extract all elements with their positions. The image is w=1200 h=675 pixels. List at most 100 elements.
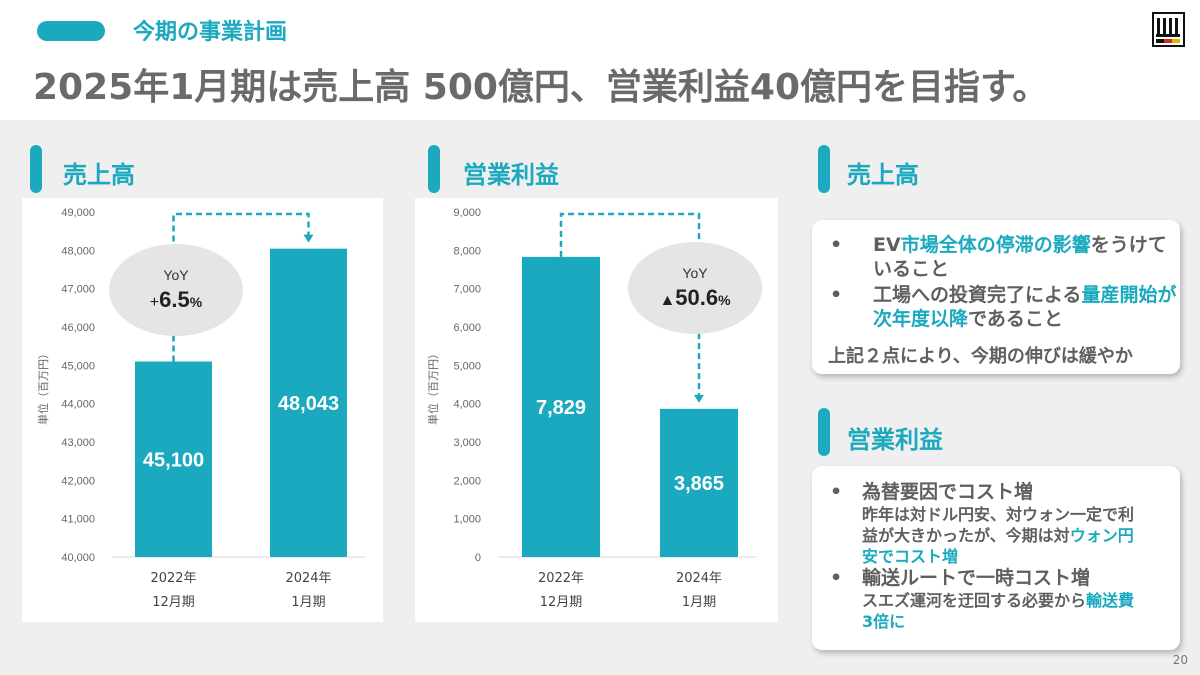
profit-note-bullet-1-detail-3: 安でコスト増 [862,546,958,567]
profit-note-bullet-1-detail-2: 益が大きかったが、今期は対ウォン円 [862,525,1134,546]
sales-chart-panel: 40,000 41,000 42,000 43,000 44,000 45,000 46,0… [22,198,383,622]
bullet-highlight: 市場全体の停滞の影響 [900,234,1091,256]
profit-note-bullet-2: • 輸送ルートで一時コスト増 [830,566,1090,590]
profit-chart-panel: 0 1,000 2,000 3,000 4,000 5,000 6,000 7,000 8,00… [415,198,778,622]
bullet-text: 工場への投資完了による [873,284,1082,306]
sales-chart-title: 売上高 [63,161,135,189]
bar-value-label: 45,100 [143,449,204,471]
y-tick-label: 43,000 [61,437,95,449]
bullet-text: EV [873,234,901,256]
y-tick-label: 47,000 [61,284,95,296]
y-axis-label: 単位（百万円） [36,348,50,425]
yoy-arrowhead [694,394,704,403]
yoy-arrowhead [303,234,314,243]
x-category-label: 2022年 [150,571,196,586]
y-tick-label: 9,000 [453,207,481,219]
y-tick-label: 45,000 [61,360,95,372]
yoy-unit: % [718,292,731,308]
sales-note-summary: 上記２点により、今期の伸びは緩やか [828,346,1133,367]
bar [135,361,212,557]
yoy-value: +6.5% [150,287,203,312]
page-number: 20 [1172,653,1188,667]
profit-note-bullet-1-detail-1: 昨年は対ドル円安、対ウォン一定で利 [862,505,1135,524]
y-axis-label: 単位（百万円） [426,348,440,425]
bullet-dot: • [830,234,843,256]
x-category-label: 1月期 [682,595,716,610]
yoy-unit: % [190,294,203,310]
y-tick-label: 6,000 [453,322,481,334]
bullet-highlight: 次年度以降 [873,308,969,330]
x-category-label: 12月期 [540,595,583,610]
sales-note-title: 売上高 [847,161,919,189]
profit-bar-chart: 0 1,000 2,000 3,000 4,000 5,000 6,000 7,000 8,00… [426,207,762,610]
profit-note-card: • 為替要因でコスト増 昨年は対ドル円安、対ウォン一定で利 益が大きかったが、今期… [812,466,1180,650]
sales-note-bullet-2-cont: 次年度以降であること [873,307,1063,331]
yoy-bubble [628,242,762,334]
profit-chart-section-bar [428,145,440,193]
bar-value-label: 3,865 [674,473,724,495]
yoy-bubble [109,244,243,336]
bullet-dot: • [830,567,843,589]
x-category-label: 1月期 [291,595,325,610]
x-category-label: 2024年 [676,571,722,586]
bar [270,248,347,557]
bullet-text: であること [968,308,1063,330]
y-tick-label: 46,000 [61,322,95,334]
y-tick-label: 2,000 [453,475,481,487]
yoy-number: 50.6 [675,285,718,310]
y-tick-label: 5,000 [453,360,481,372]
sales-note-bullet-1: • EV市場全体の停滞の影響をうけて [830,233,1167,257]
y-tick-label: 3,000 [453,437,481,449]
profit-note-bullet-1: • 為替要因でコスト増 [830,480,1033,504]
bar-value-label: 48,043 [278,393,339,415]
bar-value-label: 7,829 [536,397,586,419]
y-tick-label: 1,000 [453,514,481,526]
yoy-number: 6.5 [159,287,190,312]
sales-note-section-bar [818,145,830,193]
bar [522,256,600,557]
yoy-label: YoY [163,267,189,283]
bullet-text: をうけて [1090,234,1167,256]
y-tick-label: 42,000 [61,475,95,487]
detail-highlight: ウォン円 [1069,526,1134,545]
y-tick-label: 48,000 [61,245,95,257]
profit-note-section-bar [818,408,830,456]
y-tick-label: 7,000 [453,284,481,296]
x-category-label: 12月期 [152,595,195,610]
profit-note-bullet-2-detail-1: スエズ運河を迂回する必要から輸送費 [862,590,1134,611]
x-category-label: 2022年 [538,571,584,586]
sales-note-bullet-1-cont: いること [873,258,950,280]
detail-highlight: 安でコスト増 [862,547,959,566]
detail-text: スエズ運河を迂回する必要から [862,591,1087,610]
profit-chart-title: 営業利益 [463,161,559,189]
company-logo-icon [1152,12,1185,47]
sales-note-bullet-2: • 工場への投資完了による量産開始が [830,283,1176,307]
sales-bar-chart: 40,000 41,000 42,000 43,000 44,000 45,000 46,0… [36,207,365,610]
y-tick-label: 44,000 [61,399,95,411]
yoy-prefix: ▲ [659,292,675,309]
sales-chart-section-bar [30,145,42,193]
yoy-value: ▲50.6% [659,285,731,310]
detail-highlight: 輸送費 [1086,591,1135,610]
x-category-label: 2024年 [285,571,331,586]
bullet-dot: • [830,284,843,306]
bullet-text: 輸送ルートで一時コスト増 [862,567,1091,589]
section-subtitle: 今期の事業計画 [133,20,288,45]
page-title: 2025年1月期は売上高 500億円、営業利益40億円を目指す。 [33,67,1049,108]
bullet-text: 為替要因でコスト増 [862,481,1034,503]
yoy-prefix: + [150,294,159,311]
header-accent-pill [37,21,105,41]
profit-note-bullet-2-detail-2: 3倍に [862,611,905,632]
bullet-dot: • [830,481,843,503]
bar [660,408,738,557]
sales-note-card: • EV市場全体の停滞の影響をうけて いること • 工場への投資完了による量産開始が… [812,220,1180,374]
y-tick-label: 41,000 [61,514,95,526]
y-tick-label: 4,000 [453,399,481,411]
y-tick-label: 0 [475,552,481,564]
y-tick-label: 49,000 [61,207,95,219]
detail-highlight: 3倍に [862,612,906,631]
y-tick-label: 40,000 [61,552,95,564]
profit-note-title: 営業利益 [847,426,943,454]
bullet-highlight: 量産開始が [1081,284,1177,306]
y-tick-label: 8,000 [453,245,481,257]
